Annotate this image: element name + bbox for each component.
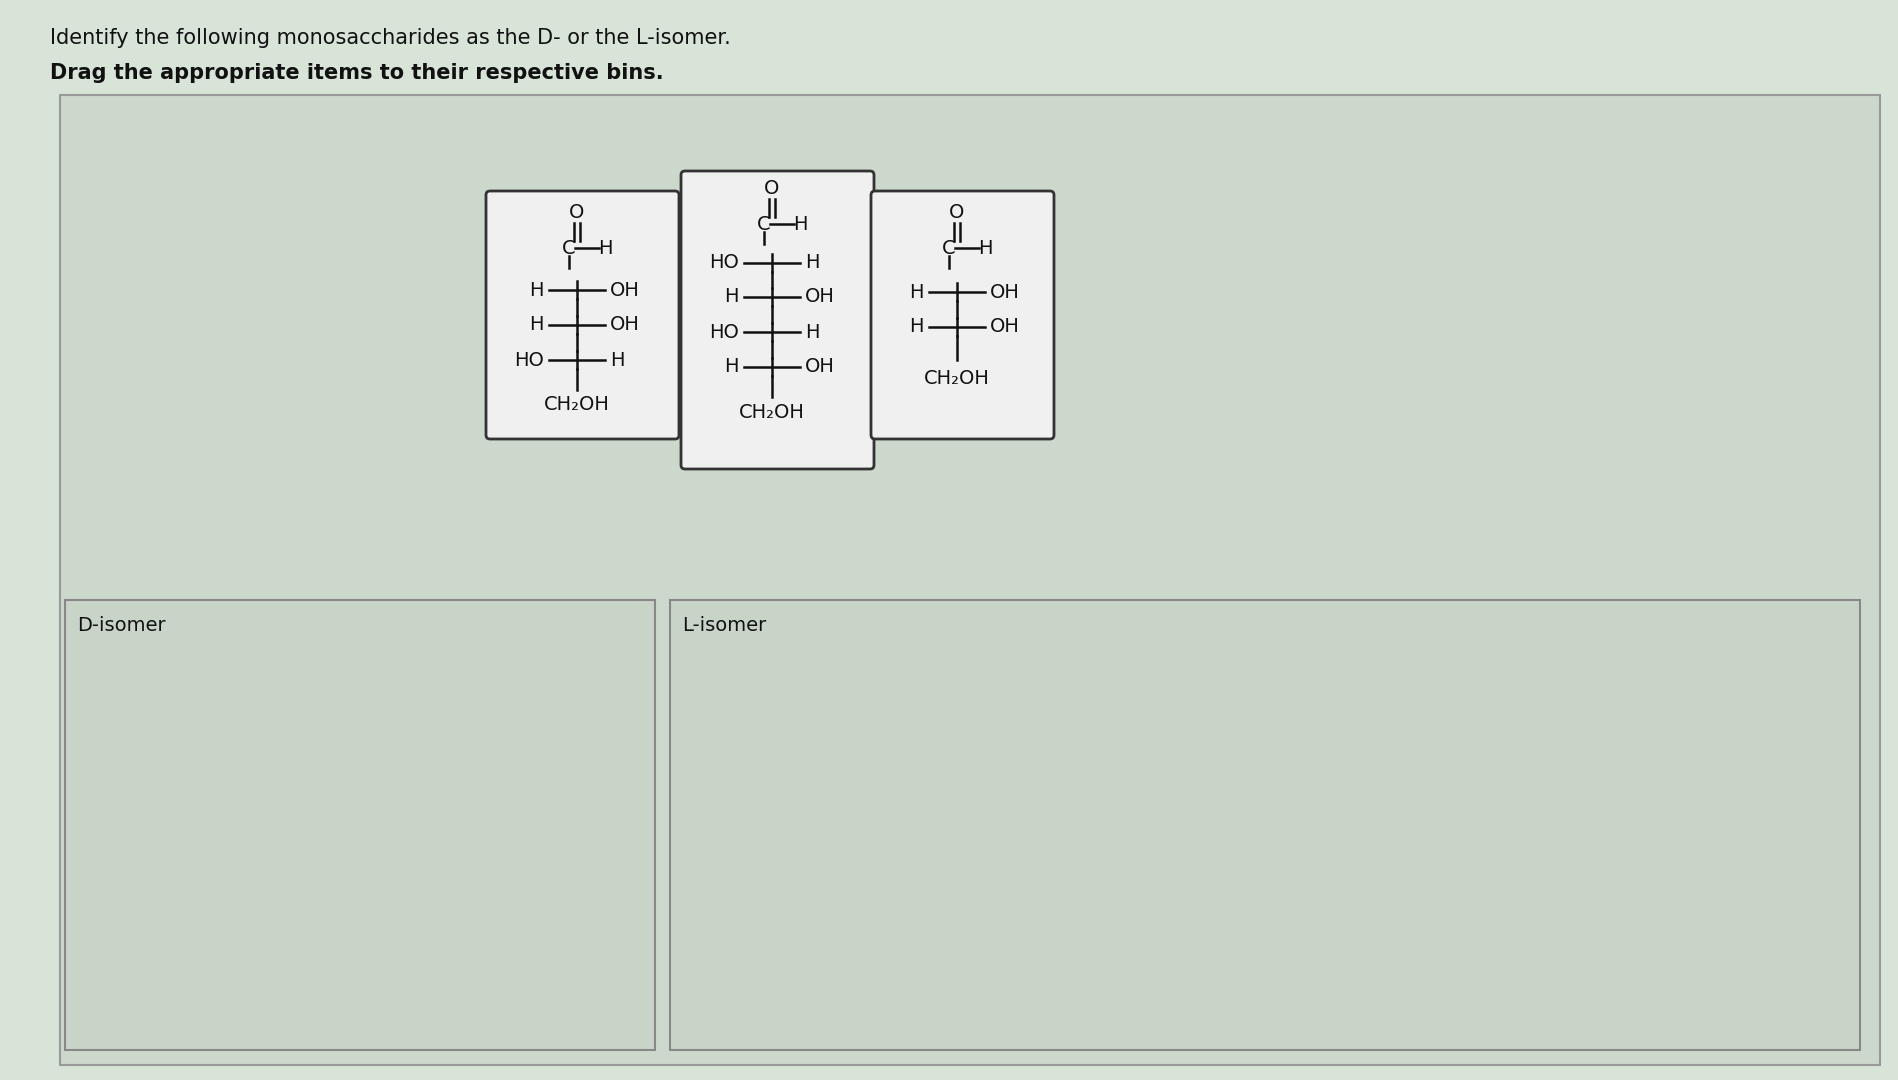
Text: H: H: [909, 318, 924, 337]
Text: OH: OH: [991, 283, 1019, 301]
Text: CH₂OH: CH₂OH: [738, 403, 805, 421]
Text: CH₂OH: CH₂OH: [545, 395, 609, 415]
Text: H: H: [805, 323, 820, 341]
Text: H: H: [977, 239, 993, 257]
Text: H: H: [530, 281, 545, 299]
Text: H: H: [725, 357, 738, 377]
Text: OH: OH: [805, 357, 835, 377]
Text: HO: HO: [710, 254, 738, 272]
FancyBboxPatch shape: [65, 600, 655, 1050]
Text: O: O: [949, 203, 964, 222]
FancyBboxPatch shape: [871, 191, 1053, 438]
Text: Identify the following monosaccharides as the D- or the L-isomer.: Identify the following monosaccharides a…: [49, 28, 731, 48]
Text: Drag the appropriate items to their respective bins.: Drag the appropriate items to their resp…: [49, 63, 664, 83]
Text: O: O: [765, 179, 780, 199]
Text: OH: OH: [609, 315, 640, 335]
Text: C: C: [757, 215, 771, 233]
Text: OH: OH: [805, 287, 835, 307]
Text: L-isomer: L-isomer: [681, 616, 767, 635]
Text: H: H: [725, 287, 738, 307]
Text: C: C: [941, 239, 957, 257]
Text: OH: OH: [991, 318, 1019, 337]
Text: OH: OH: [609, 281, 640, 299]
Text: H: H: [909, 283, 924, 301]
Text: H: H: [805, 254, 820, 272]
Text: H: H: [530, 315, 545, 335]
Text: H: H: [598, 239, 613, 257]
Text: C: C: [562, 239, 575, 257]
FancyBboxPatch shape: [61, 95, 1881, 1065]
Text: O: O: [569, 203, 585, 222]
Text: CH₂OH: CH₂OH: [924, 368, 991, 388]
Text: H: H: [609, 351, 624, 369]
FancyBboxPatch shape: [670, 600, 1860, 1050]
FancyBboxPatch shape: [486, 191, 679, 438]
FancyBboxPatch shape: [681, 171, 873, 469]
Text: H: H: [793, 215, 807, 233]
Text: HO: HO: [514, 351, 545, 369]
Text: D-isomer: D-isomer: [78, 616, 165, 635]
Text: HO: HO: [710, 323, 738, 341]
